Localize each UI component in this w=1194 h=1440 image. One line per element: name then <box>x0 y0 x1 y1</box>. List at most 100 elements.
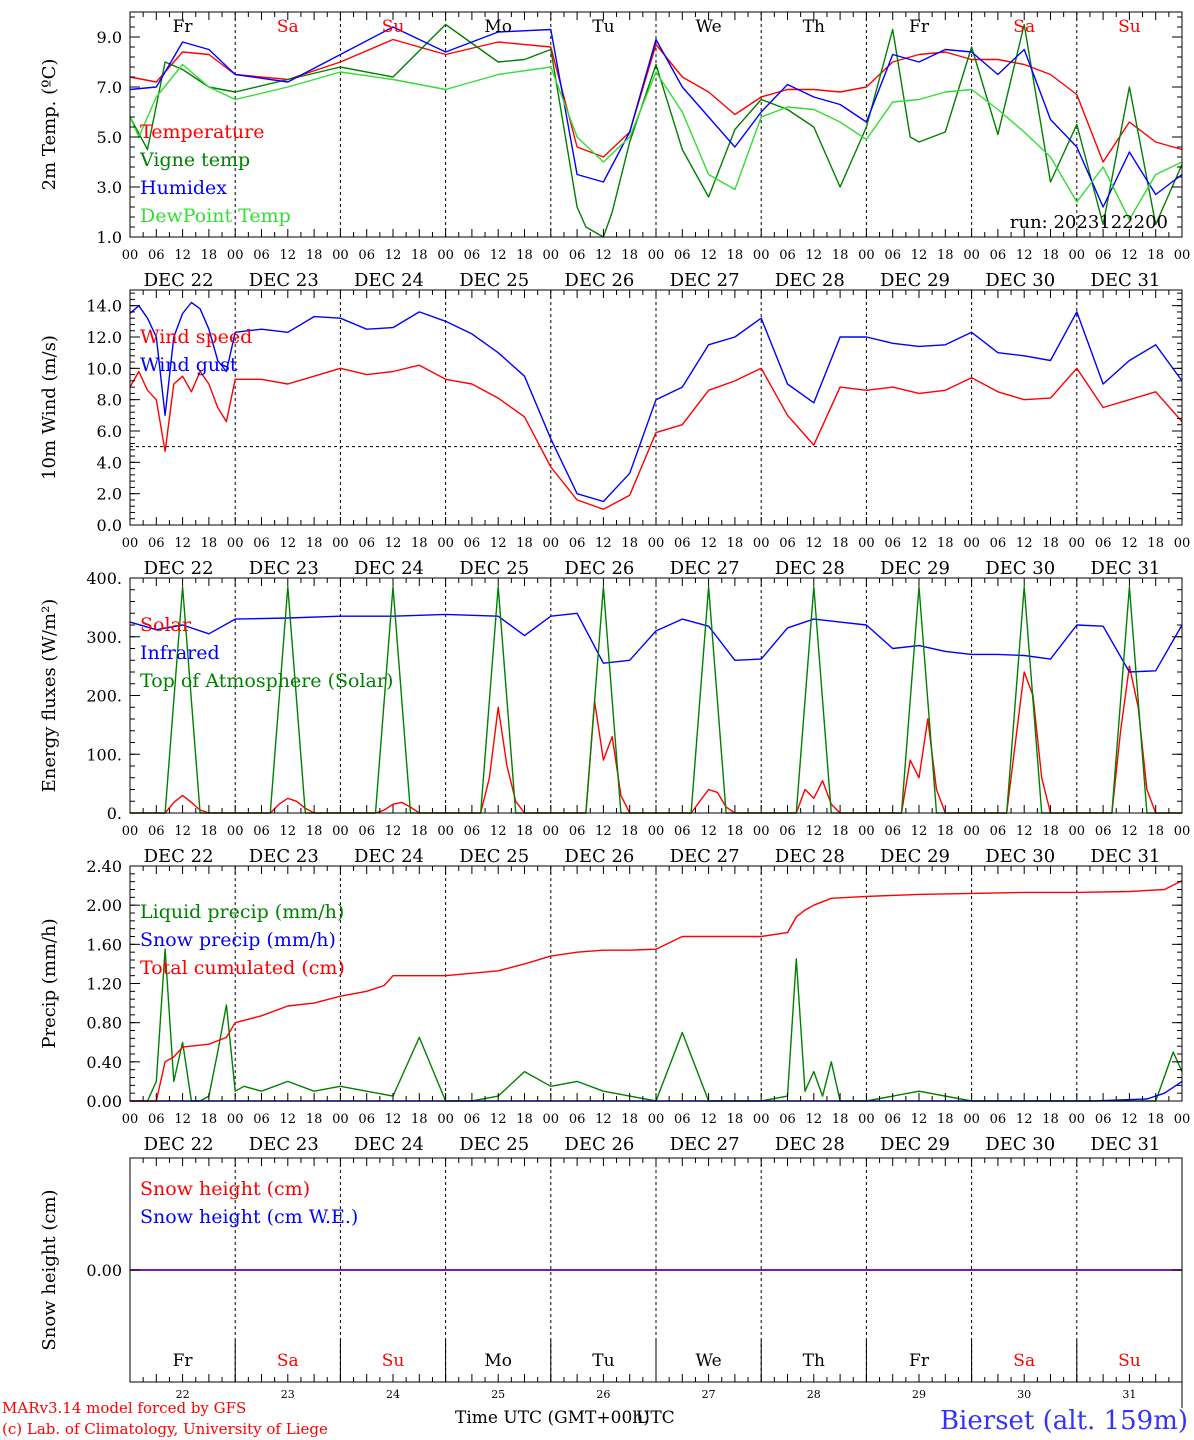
panel-2-hour-label: 00 <box>437 536 454 551</box>
panel-4-hour-label: 18 <box>621 1112 638 1127</box>
panel-3-date-label: DEC 25 <box>459 846 529 867</box>
panel-2-hour-label: 06 <box>779 536 796 551</box>
panel-3-ytick-label: 400. <box>86 569 122 588</box>
panel-1-hour-label-end: 00 <box>1174 248 1191 263</box>
top-day-name: Su <box>382 17 405 37</box>
panel-2-hour-label: 00 <box>963 536 980 551</box>
panel-4-hour-label: 00 <box>963 1112 980 1127</box>
panel-3-hour-label: 12 <box>1016 824 1033 839</box>
panel-1-ytick-label: 9.0 <box>97 28 122 47</box>
panel-1-hour-label: 18 <box>1147 248 1164 263</box>
panel-2-date-label: DEC 31 <box>1090 558 1160 579</box>
panel-2-hour-label: 00 <box>648 536 665 551</box>
panel-2-hour-label: 18 <box>621 536 638 551</box>
panel-2-date-label: DEC 30 <box>985 558 1055 579</box>
panel-1-date-label: DEC 28 <box>775 270 845 291</box>
panel-4-ytick-label: 2.00 <box>86 896 122 915</box>
panel-2-hour-label: 00 <box>858 536 875 551</box>
panel-4-legend-1: Liquid precip (mm/h) <box>140 901 344 923</box>
top-day-name: We <box>696 17 722 37</box>
bottom-day-number: 22 <box>176 1388 190 1401</box>
panel-3-date-label: DEC 22 <box>144 846 214 867</box>
panel-4-hour-label: 00 <box>1069 1112 1086 1127</box>
panel-1-ytick-label: 7.0 <box>97 78 122 97</box>
panel-3-ytick-label: 300. <box>86 628 122 647</box>
panel-1-hour-label: 18 <box>621 248 638 263</box>
panel-3-ytick-label: 200. <box>86 687 122 706</box>
panel-1-date-label: DEC 23 <box>249 270 319 291</box>
panel-1-hour-label: 18 <box>411 248 428 263</box>
panel-2-date-label: DEC 28 <box>775 558 845 579</box>
panel-2-hour-label: 06 <box>464 536 481 551</box>
panel-2-ytick-label: 10.0 <box>86 359 122 378</box>
text-layer: 1.0 3.0 5.0 7.0 9.0 2m Temp. (ºC) Temperature V… <box>39 17 1190 1401</box>
panel-3-date-label: DEC 24 <box>354 846 424 867</box>
panel-3-hour-label: 12 <box>700 824 717 839</box>
panel-4-hour-label: 00 <box>858 1112 875 1127</box>
panel-4-hour-label: 12 <box>490 1112 507 1127</box>
bottom-day-number: 29 <box>912 1388 926 1401</box>
panel-3-hour-label: 12 <box>806 824 823 839</box>
panel-4-hour-label: 06 <box>569 1112 586 1127</box>
panel-4-date-label: DEC 26 <box>564 1134 634 1155</box>
panel-4-hour-label: 18 <box>727 1112 744 1127</box>
panel-3-hour-label: 00 <box>227 824 244 839</box>
panel-3-legend-1: Solar <box>140 614 192 636</box>
panel-2-hour-label: 12 <box>700 536 717 551</box>
panel-1-legend-3: Humidex <box>140 177 227 199</box>
panel-2-hour-label: 00 <box>1069 536 1086 551</box>
panel-2-ytick-label: 0.0 <box>97 516 122 535</box>
panel-1-ylabel: 2m Temp. (ºC) <box>39 59 60 191</box>
panel-4-legend-2: Snow precip (mm/h) <box>140 929 336 951</box>
panel-2-hour-label: 18 <box>727 536 744 551</box>
bottom-day-name: Tu <box>592 1351 614 1371</box>
panel-1-hour-label: 12 <box>1016 248 1033 263</box>
panel-4-ytick-label: 1.20 <box>86 975 122 994</box>
panel-4-hour-label: 18 <box>306 1112 323 1127</box>
panel-4-legend-3: Total cumulated (cm) <box>140 957 345 979</box>
panel-1-hour-label: 06 <box>358 248 375 263</box>
panel-2-hour-label: 12 <box>174 536 191 551</box>
panel-2-hour-label: 00 <box>227 536 244 551</box>
panel-4-date-label: DEC 31 <box>1090 1134 1160 1155</box>
panel-1-hour-label: 12 <box>595 248 612 263</box>
panel-3-legend-3: Top of Atmosphere (Solar) <box>140 670 393 692</box>
bottom-day-name: Sa <box>277 1351 299 1371</box>
credit-line-1: MARv3.14 model forced by GFS <box>2 1399 246 1417</box>
panel-3-hour-label: 18 <box>201 824 218 839</box>
panel-1-date-label: DEC 29 <box>880 270 950 291</box>
panel-2-date-label: DEC 27 <box>670 558 740 579</box>
panel-2-hour-label: 18 <box>201 536 218 551</box>
panel-1-hour-label: 18 <box>937 248 954 263</box>
panel-1-series-4 <box>129 63 1183 221</box>
panel-3-hour-label: 00 <box>753 824 770 839</box>
panel-4-hour-label: 12 <box>385 1112 402 1127</box>
bottom-day-name: Th <box>803 1351 825 1371</box>
panel-1-hour-label: 06 <box>1095 248 1112 263</box>
panel-1-date-label: DEC 22 <box>144 270 214 291</box>
panel-3-hour-label: 00 <box>332 824 349 839</box>
panel-2-hour-label: 12 <box>280 536 297 551</box>
panel-3-hour-label: 06 <box>569 824 586 839</box>
panel-5-legend-1: Snow height (cm) <box>140 1178 310 1200</box>
panel-4-hour-label: 12 <box>595 1112 612 1127</box>
panel-1-series-1 <box>129 38 1183 163</box>
panel-3-hour-label: 18 <box>516 824 533 839</box>
panel-1-date-label: DEC 24 <box>354 270 424 291</box>
panel-1-hour-label: 12 <box>174 248 191 263</box>
panel-4-hour-label: 18 <box>832 1112 849 1127</box>
panel-1-hour-label: 06 <box>990 248 1007 263</box>
panel-4-hour-label: 06 <box>148 1112 165 1127</box>
panel-3-hour-label: 18 <box>411 824 428 839</box>
panel-2-date-label: DEC 22 <box>144 558 214 579</box>
panel-2-hour-label: 06 <box>253 536 270 551</box>
panel-3-hour-label: 00 <box>437 824 454 839</box>
panel-1-legend-2: Vigne temp <box>139 149 250 171</box>
panel-4-hour-label: 18 <box>411 1112 428 1127</box>
panel-3-date-label: DEC 28 <box>775 846 845 867</box>
panel-1-hour-label: 00 <box>753 248 770 263</box>
panel-4-hour-label: 18 <box>1147 1112 1164 1127</box>
panel-1-date-label: DEC 27 <box>670 270 740 291</box>
panel-1-hour-label: 12 <box>700 248 717 263</box>
